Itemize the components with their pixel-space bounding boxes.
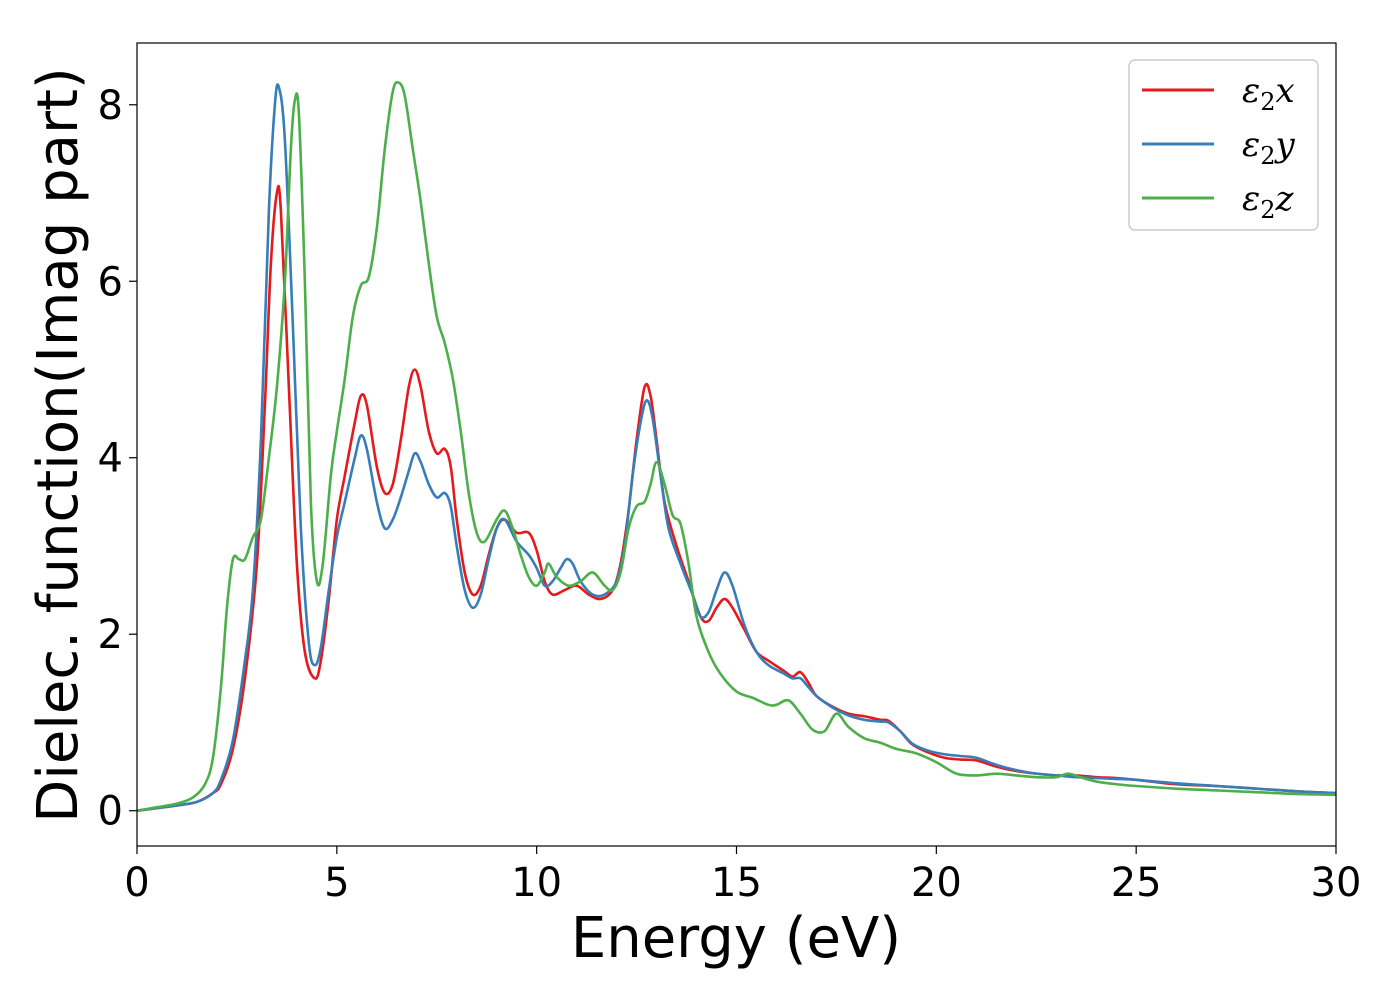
x-tick-label: 20 [911, 860, 962, 906]
x-tick-label: 0 [124, 860, 149, 906]
y-tick-label: 4 [98, 436, 123, 482]
y-axis-label: Dielec. function(Imag part) [26, 67, 91, 823]
series-line-z [137, 80, 1336, 812]
y-tick-label: 0 [98, 789, 123, 835]
y-tick-label: 6 [98, 259, 123, 305]
x-tick-label: 15 [711, 860, 762, 906]
series-line-x [137, 184, 1336, 812]
legend-label-x: ε2x [1242, 71, 1295, 116]
legend-label-y: ε2y [1242, 125, 1296, 170]
legend-label-z: ε2z [1242, 179, 1295, 224]
legend-box [1128, 59, 1319, 231]
y-tick-label: 2 [98, 612, 123, 658]
x-axis-label: Energy (eV) [571, 906, 901, 971]
y-tick-label: 8 [98, 83, 123, 129]
series-layer [137, 80, 1336, 812]
x-tick-label: 10 [511, 860, 562, 906]
x-tick-label: 5 [324, 860, 349, 906]
y-axis-ticks: 0 2 4 6 8 [98, 83, 137, 835]
series-line-y [137, 83, 1336, 812]
x-axis-ticks: 0 5 10 15 20 25 30 [124, 846, 1361, 906]
x-tick-label: 30 [1311, 860, 1362, 906]
legend: ε2x ε2y ε2z [1128, 59, 1319, 231]
x-tick-label: 25 [1111, 860, 1162, 906]
